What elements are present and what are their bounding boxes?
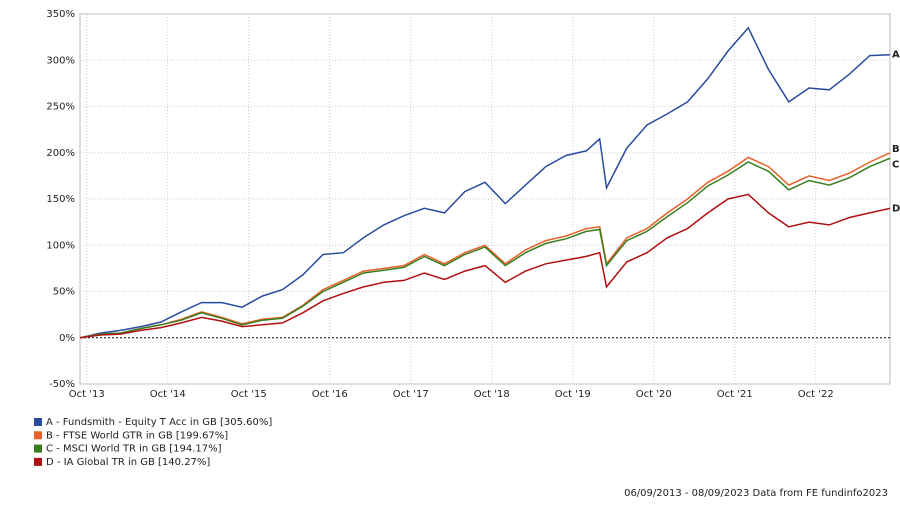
footer: 06/09/2013 - 08/09/2023 Data from FE fun… — [624, 488, 888, 499]
legend-swatch — [34, 418, 42, 426]
x-tick-label: Oct '22 — [798, 389, 834, 400]
legend-swatch — [34, 444, 42, 453]
y-tick-label: -50% — [49, 379, 75, 390]
series-line — [79, 152, 891, 339]
y-tick-label: 100% — [46, 240, 75, 251]
y-tick-label: 250% — [46, 102, 75, 113]
y-tick-label: 50% — [53, 287, 75, 298]
x-tick-label: Oct '19 — [555, 389, 591, 400]
legend-label: B - FTSE World GTR in GB [199.67%] — [46, 430, 228, 441]
x-tick-label: Oct '16 — [312, 389, 348, 400]
legend-swatch — [34, 457, 42, 466]
end-label: B — [892, 144, 900, 155]
end-label: A — [892, 50, 900, 61]
x-tick-label: Oct '21 — [717, 389, 753, 400]
x-tick-label: Oct '14 — [150, 389, 186, 400]
legend-label: A - Fundsmith - Equity T Acc in GB [305.… — [46, 417, 272, 428]
end-label: C — [892, 159, 899, 170]
x-tick-label: Oct '20 — [636, 389, 672, 400]
y-tick-label: 350% — [46, 9, 75, 20]
series-line — [79, 193, 891, 339]
legend-label: C - MSCI World TR in GB [194.17%] — [46, 444, 222, 455]
y-tick-label: 200% — [46, 148, 75, 159]
series-line — [79, 26, 891, 339]
x-tick-label: Oct '18 — [474, 389, 510, 400]
y-tick-label: 300% — [46, 55, 75, 66]
x-tick-label: Oct '15 — [231, 389, 267, 400]
y-tick-label: 150% — [46, 194, 75, 205]
x-tick-label: Oct '17 — [393, 389, 429, 400]
x-tick-label: Oct '13 — [69, 389, 105, 400]
end-label: D — [892, 203, 900, 214]
legend-label: D - IA Global TR in GB [140.27%] — [46, 457, 210, 468]
series-line — [79, 157, 891, 339]
legend-swatch — [34, 431, 42, 440]
y-tick-label: 0% — [59, 333, 75, 344]
